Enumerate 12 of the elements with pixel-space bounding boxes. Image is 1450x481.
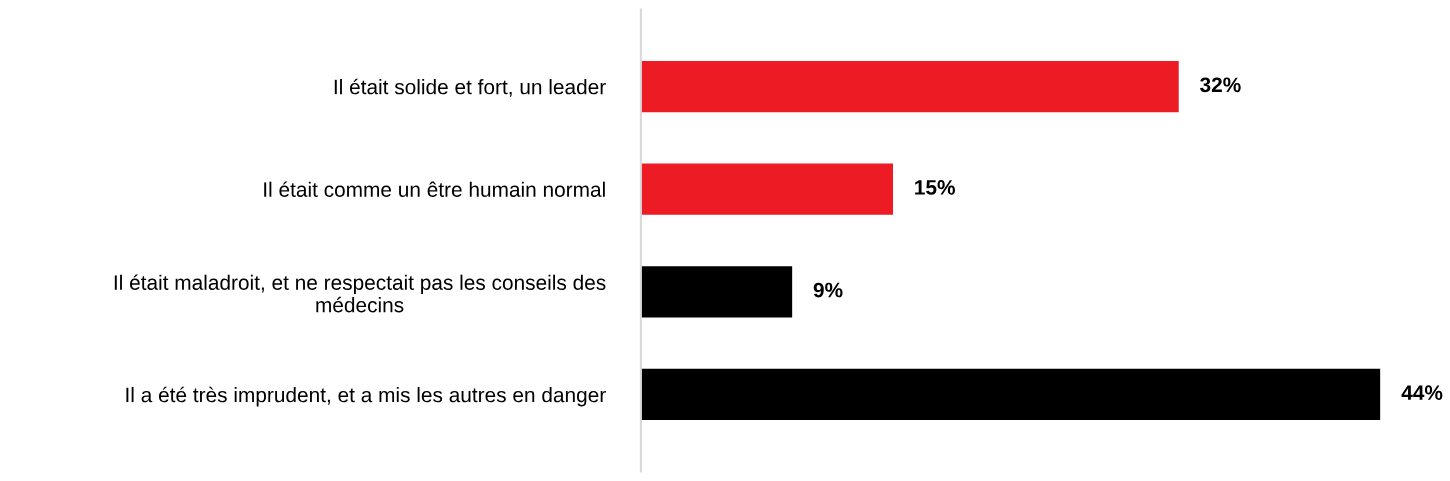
y-tick-label: Il était solide et fort, un leader <box>334 78 606 97</box>
data-label: 15% <box>915 180 955 195</box>
data-label: 44% <box>1401 385 1443 400</box>
bar <box>640 368 1381 421</box>
bar <box>640 163 893 215</box>
bar <box>640 60 1179 113</box>
y-tick-label: Il était comme un être humain normal <box>264 181 605 197</box>
y-tick-label: Il a été très imprudent, et a mis les autres en danger <box>126 386 606 407</box>
bar <box>640 266 793 318</box>
data-label: 32% <box>1200 77 1241 93</box>
y-tick-label: Il était maladroit, et ne respectait pas les conseils des médecins <box>114 274 606 313</box>
data-label: 9% <box>813 282 843 298</box>
